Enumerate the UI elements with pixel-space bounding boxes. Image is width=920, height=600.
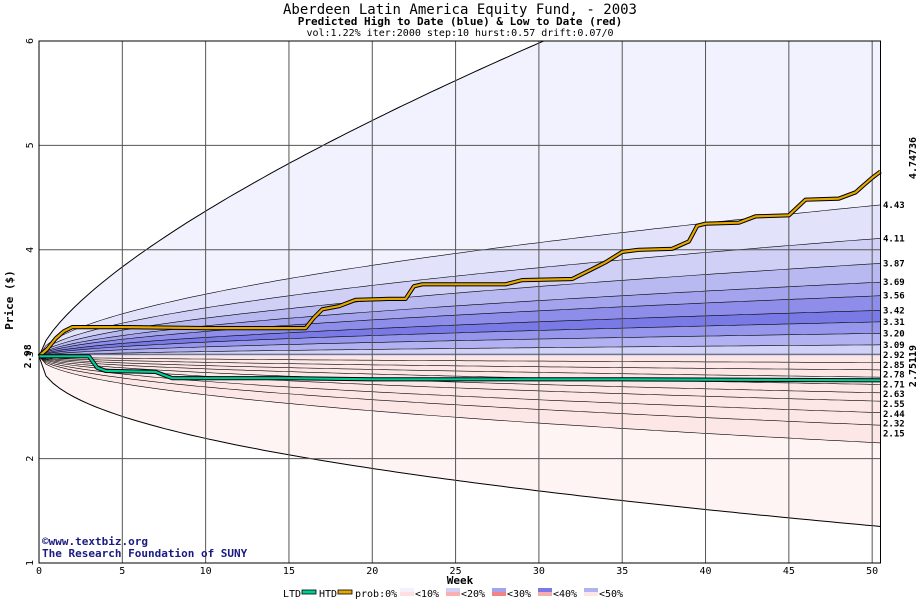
x-tick-label-0: 0 — [36, 566, 42, 577]
low-end-label-6: 2.44 — [883, 410, 905, 420]
low-percentile-line-8 — [39, 356, 881, 426]
legend-swatch-high-3 — [538, 588, 552, 592]
high-percentile-line-0 — [39, 41, 545, 357]
legend-item-label-0: <10% — [415, 589, 439, 600]
legend-item-label-1: <20% — [461, 589, 485, 600]
low-end-label-0: 2.92 — [883, 351, 905, 361]
high-percentile-line-5 — [39, 295, 881, 357]
high-percentile-line-6 — [39, 310, 881, 357]
low-percentile-line-1 — [39, 356, 881, 363]
htd-line — [38, 170, 882, 358]
high-band-0 — [39, 41, 881, 357]
legend-swatch-high-0 — [400, 588, 414, 592]
high-percentile-line-3 — [39, 263, 881, 357]
legend-ltd-swatch — [301, 589, 317, 595]
high-band-5 — [39, 295, 881, 357]
legend-swatch-low-1 — [446, 592, 460, 596]
watermark-line-1: ©www.textbiz.org — [42, 535, 148, 548]
high-end-label-7: 3.20 — [883, 329, 905, 339]
low-percentile-line-5 — [39, 356, 881, 394]
start-value-label: 2.98 — [23, 344, 34, 368]
x-axis-label: Week — [447, 574, 474, 587]
low-end-label-5: 2.55 — [883, 400, 905, 410]
legend-prob-label: prob:0% — [355, 589, 397, 600]
low-percentile-line-4 — [39, 356, 881, 385]
htd-final-value: 4.74736 — [908, 137, 919, 179]
plot-frame — [38, 40, 881, 564]
low-end-label-3: 2.71 — [883, 380, 905, 390]
high-band-3 — [39, 263, 881, 357]
high-band-8 — [39, 333, 881, 357]
high-band-1 — [39, 204, 881, 357]
high-end-label-3: 3.69 — [883, 278, 905, 288]
high-percentile-line-8 — [39, 333, 881, 357]
legend-swatch-high-2 — [492, 588, 506, 592]
x-tick-label-5: 5 — [119, 566, 125, 577]
low-percentile-line-9 — [39, 356, 881, 444]
x-tick-label-20: 20 — [366, 566, 378, 577]
x-tick-label-35: 35 — [616, 566, 628, 577]
high-percentile-line-1 — [39, 204, 881, 357]
chart-title: Aberdeen Latin America Equity Fund, - 20… — [283, 2, 637, 18]
high-band-2 — [39, 238, 881, 357]
high-end-label-4: 3.56 — [883, 292, 905, 302]
legend-swatch-low-3 — [538, 592, 552, 596]
high-band-7 — [39, 321, 881, 357]
y-tick-label-1: 1 — [25, 560, 36, 566]
legend-swatch-low-4 — [584, 592, 598, 596]
high-end-label-0: 4.43 — [883, 201, 905, 211]
high-end-label-2: 3.87 — [883, 259, 905, 269]
x-tick-label-50: 50 — [866, 566, 878, 577]
y-tick-label-3: 3 — [25, 351, 36, 357]
high-end-label-5: 3.42 — [883, 306, 905, 316]
high-end-label-1: 4.11 — [883, 234, 905, 244]
x-tick-label-40: 40 — [700, 566, 712, 577]
y-tick-label-6: 6 — [25, 38, 36, 44]
high-percentile-line-9 — [39, 344, 881, 357]
chart-subtitle: Predicted High to Date (blue) & Low to D… — [298, 15, 623, 28]
x-tick-label-15: 15 — [283, 566, 295, 577]
legend-item-label-3: <40% — [553, 589, 577, 600]
legend-swatch-high-4 — [584, 588, 598, 592]
low-end-label-7: 2.32 — [883, 420, 905, 430]
legend-ltd-label: LTD — [283, 589, 301, 600]
chart-params: vol:1.22% iter:2000 step:10 hurst:0.57 d… — [306, 28, 613, 39]
legend-item-label-4: <50% — [599, 589, 623, 600]
high-end-label-6: 3.31 — [883, 318, 905, 328]
y-tick-label-4: 4 — [25, 247, 36, 253]
high-band-4 — [39, 282, 881, 357]
legend-swatch-high-1 — [446, 588, 460, 592]
low-percentile-line-6 — [39, 356, 881, 402]
high-band-6 — [39, 310, 881, 357]
x-tick-label-10: 10 — [200, 566, 212, 577]
plot-area: 0 5 10 15 20 25 30 35 40 45 501234562.984.434.113.… — [23, 38, 919, 577]
low-end-label-8: 2.15 — [883, 429, 905, 439]
y-tick-label-2: 2 — [25, 456, 36, 462]
high-percentile-line-7 — [39, 321, 881, 357]
ltd-final-value: 2.75119 — [908, 345, 919, 387]
low-end-label-1: 2.85 — [883, 361, 905, 371]
x-tick-label-30: 30 — [533, 566, 545, 577]
high-end-label-8: 3.09 — [883, 341, 905, 351]
x-tick-label-45: 45 — [783, 566, 795, 577]
ltd-line — [39, 355, 881, 382]
legend-htd-swatch — [337, 589, 353, 595]
low-percentile-line-0 — [39, 356, 881, 527]
low-percentile-line-2 — [39, 356, 881, 371]
x-tick-label-25: 25 — [450, 566, 462, 577]
low-end-label-4: 2.63 — [883, 390, 905, 400]
legend-htd-label: HTD — [319, 589, 337, 600]
grid-lines — [39, 41, 881, 563]
watermark-line-2: The Research Foundation of SUNY — [42, 547, 248, 560]
low-percentile-line-3 — [39, 356, 881, 378]
legend-swatch-low-0 — [400, 592, 414, 596]
high-band-9 — [39, 344, 881, 357]
legend: LTD HTD prob:0% <10% <20% <30% <40% <50% — [283, 588, 623, 600]
legend-swatch-low-2 — [492, 592, 506, 596]
low-end-label-2: 2.78 — [883, 371, 905, 381]
legend-item-label-2: <30% — [507, 589, 531, 600]
y-axis-label: Price ($) — [3, 270, 16, 330]
y-tick-label-5: 5 — [25, 142, 36, 148]
